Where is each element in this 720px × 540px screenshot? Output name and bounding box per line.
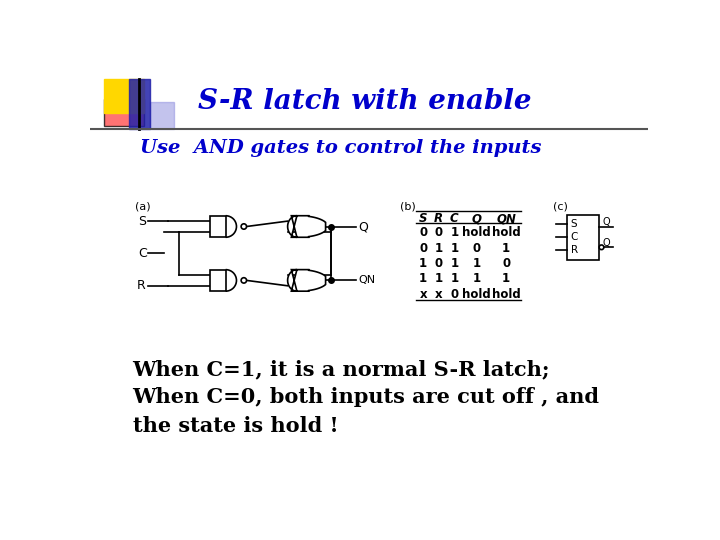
Text: (a): (a) <box>135 202 150 212</box>
Text: Use  AND gates to control the inputs: Use AND gates to control the inputs <box>140 139 542 157</box>
Text: R: R <box>434 212 444 225</box>
Text: C: C <box>570 232 578 242</box>
Bar <box>210 269 225 291</box>
Text: hold: hold <box>462 226 491 239</box>
Polygon shape <box>287 215 325 237</box>
Text: R: R <box>137 279 145 292</box>
Text: 1: 1 <box>450 257 459 270</box>
Text: 0: 0 <box>419 241 427 254</box>
Text: 0: 0 <box>450 288 459 301</box>
Text: 0: 0 <box>502 257 510 270</box>
FancyBboxPatch shape <box>104 99 144 126</box>
Text: the state is hold !: the state is hold ! <box>132 416 338 436</box>
Text: 1: 1 <box>435 241 443 254</box>
Polygon shape <box>225 269 236 291</box>
Polygon shape <box>225 215 236 237</box>
Bar <box>104 79 144 113</box>
Text: QN: QN <box>496 212 516 225</box>
Text: hold: hold <box>492 226 521 239</box>
Circle shape <box>241 278 246 283</box>
Text: 1: 1 <box>450 241 459 254</box>
Text: When C=1, it is a normal S-R latch;: When C=1, it is a normal S-R latch; <box>132 359 550 379</box>
Text: 1: 1 <box>502 241 510 254</box>
Text: hold: hold <box>492 288 521 301</box>
Text: S: S <box>570 219 577 229</box>
Text: 1: 1 <box>419 257 427 270</box>
Text: When C=0, both inputs are cut off , and: When C=0, both inputs are cut off , and <box>132 387 600 408</box>
Text: Q: Q <box>472 212 482 225</box>
Text: S-R latch with enable: S-R latch with enable <box>199 88 532 115</box>
Bar <box>150 102 174 129</box>
Text: 1: 1 <box>419 272 427 285</box>
Text: 1: 1 <box>472 257 481 270</box>
Text: 1: 1 <box>435 272 443 285</box>
Text: R: R <box>570 245 577 255</box>
Text: 1: 1 <box>472 272 481 285</box>
Text: 0: 0 <box>419 226 427 239</box>
Bar <box>129 79 150 129</box>
Text: 0: 0 <box>435 257 443 270</box>
Text: 1: 1 <box>502 272 510 285</box>
Text: Q: Q <box>602 217 610 227</box>
Text: Q: Q <box>602 238 610 248</box>
Polygon shape <box>287 269 325 291</box>
Text: (c): (c) <box>553 202 567 212</box>
Text: (b): (b) <box>400 202 415 212</box>
Text: hold: hold <box>462 288 491 301</box>
Text: S: S <box>138 214 145 228</box>
Text: S: S <box>419 212 428 225</box>
Text: 1: 1 <box>450 226 459 239</box>
Text: QN: QN <box>358 275 375 286</box>
Text: 0: 0 <box>472 241 481 254</box>
Text: C: C <box>450 212 459 225</box>
Bar <box>567 215 599 260</box>
Text: Q: Q <box>358 220 368 233</box>
Bar <box>210 215 225 237</box>
Text: x: x <box>435 288 443 301</box>
Text: x: x <box>420 288 427 301</box>
Circle shape <box>241 224 246 229</box>
Circle shape <box>599 245 604 249</box>
Text: 0: 0 <box>435 226 443 239</box>
Text: C: C <box>138 247 147 260</box>
Text: 1: 1 <box>450 272 459 285</box>
